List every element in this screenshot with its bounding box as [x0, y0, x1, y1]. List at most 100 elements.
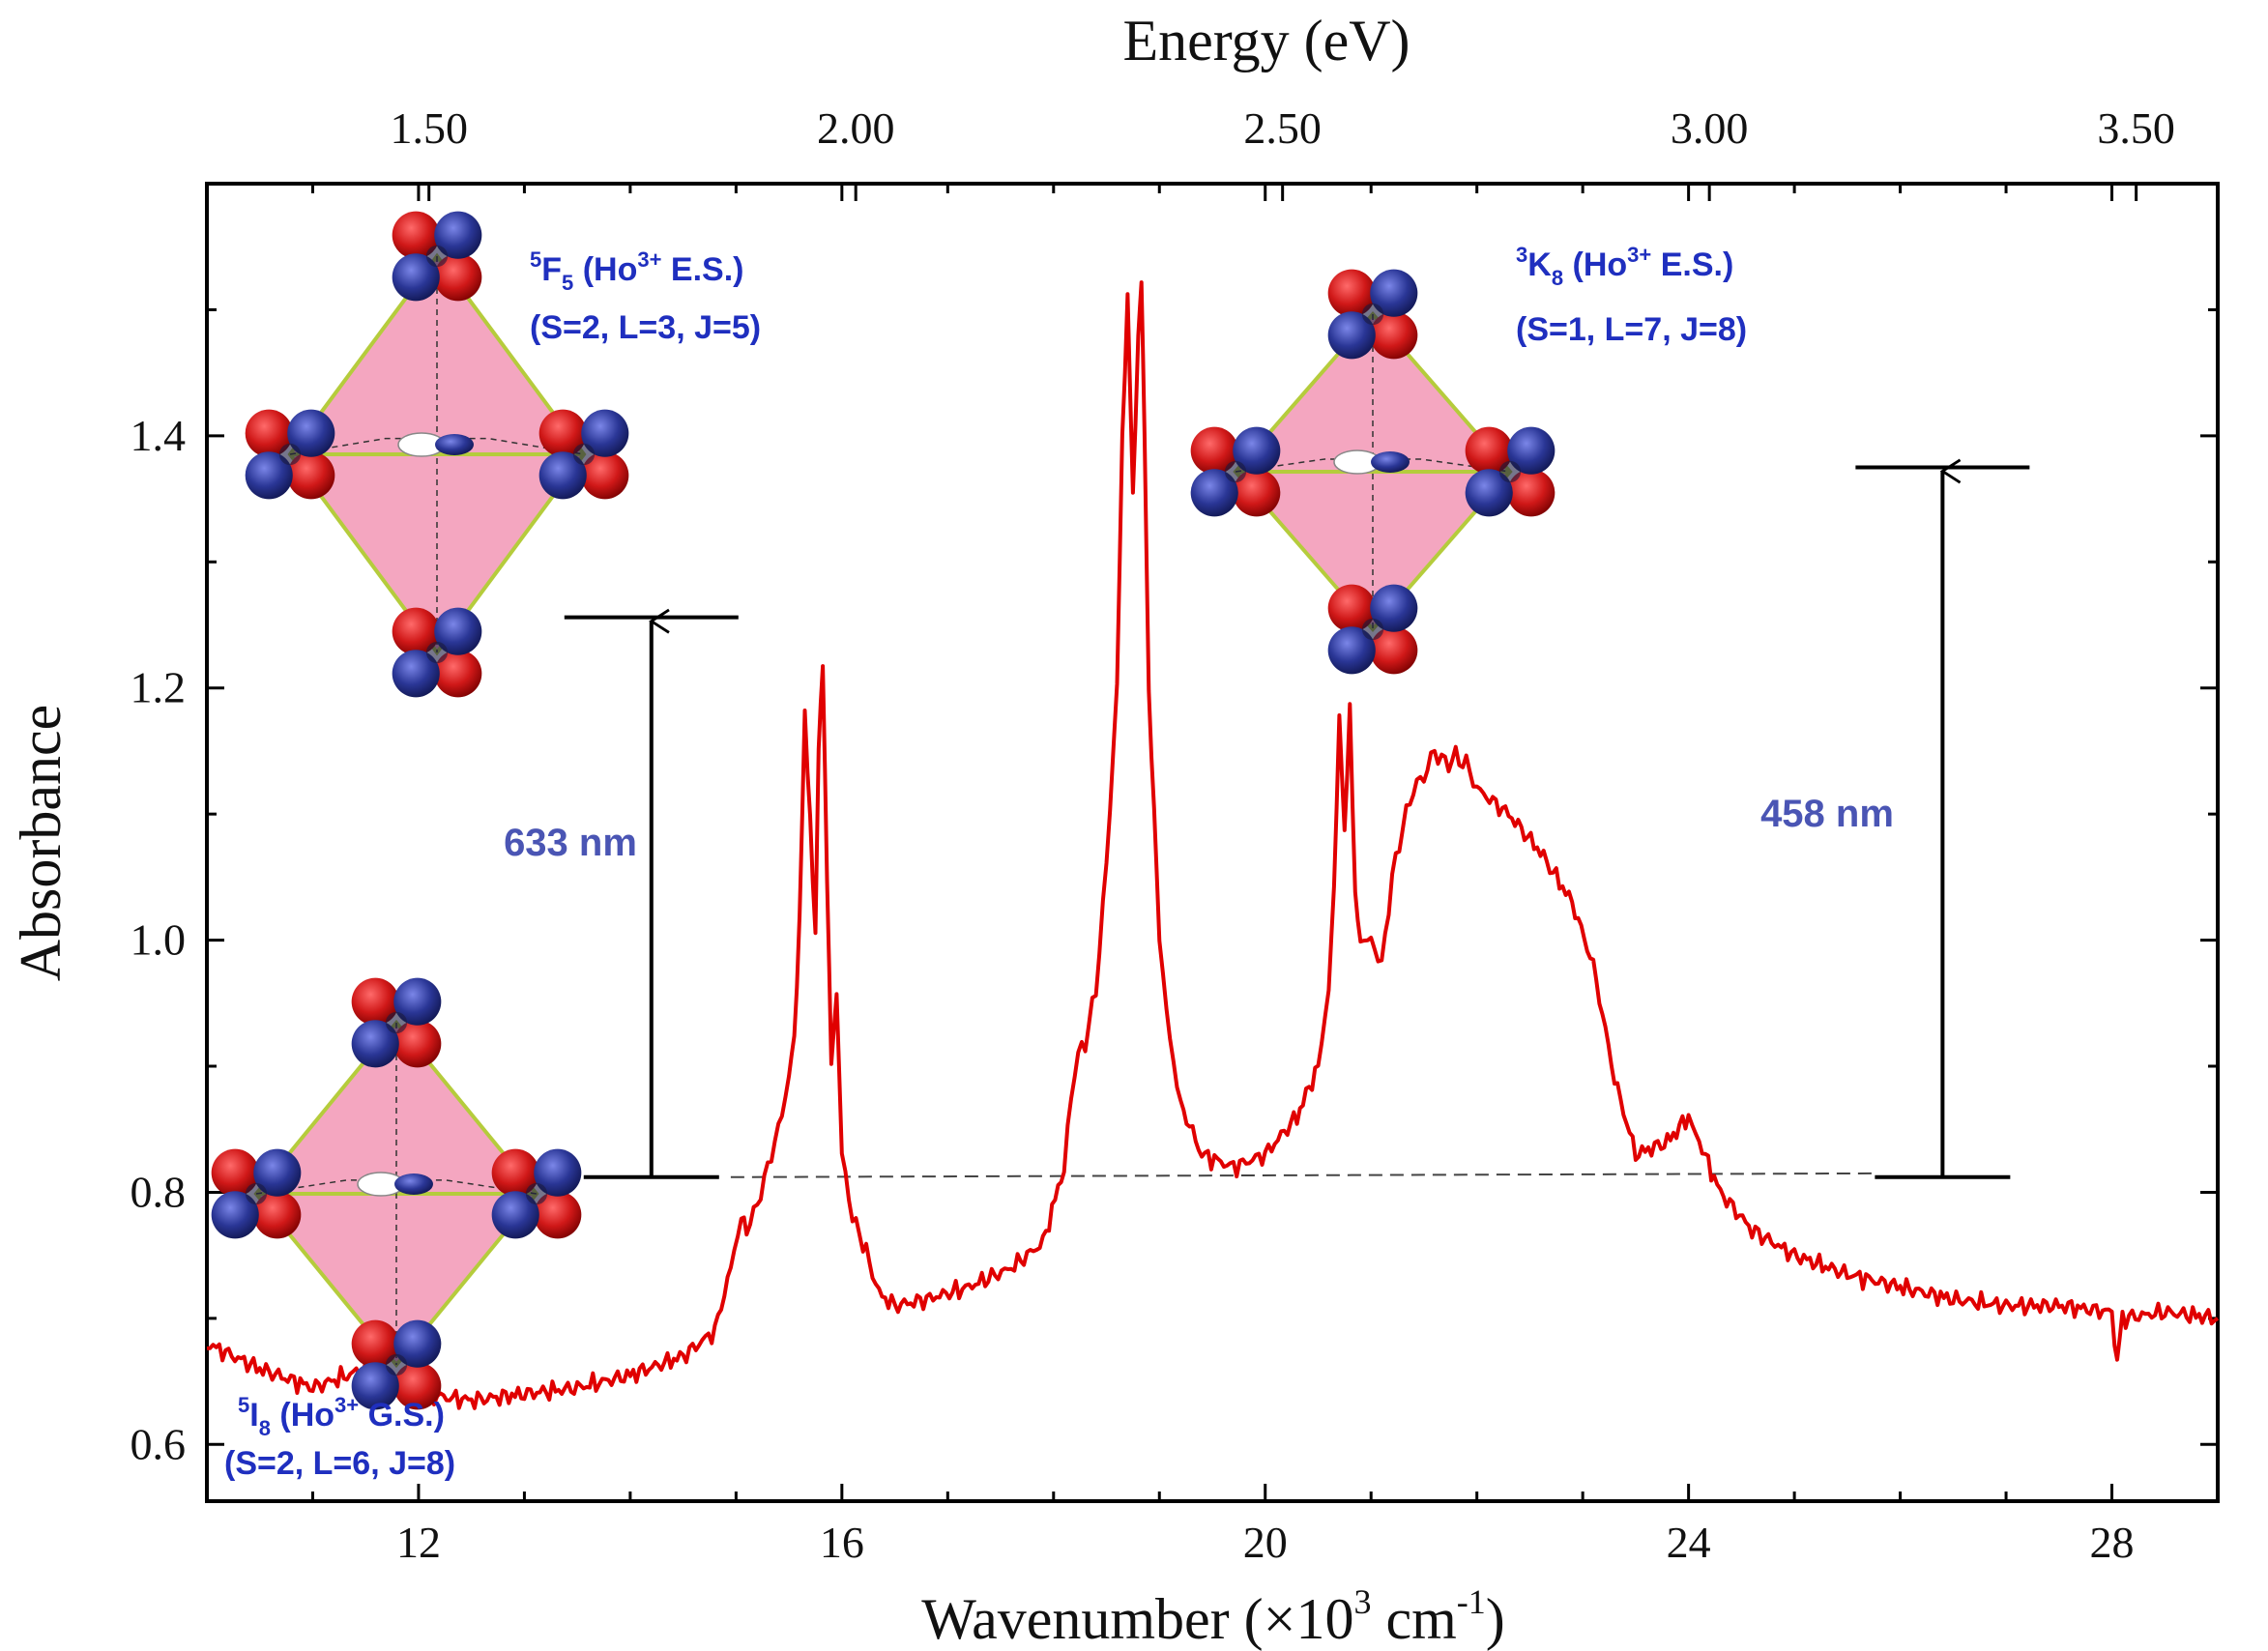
- top-axis-title: Energy (eV): [1122, 9, 1410, 72]
- orbital-lobe: [1327, 626, 1376, 675]
- orbital-lobe: [287, 451, 335, 500]
- orbital-lobe: [351, 1362, 399, 1410]
- orbital-lobe: [351, 977, 399, 1026]
- orbital-lobe: [434, 650, 482, 698]
- plot-frame: [205, 182, 2220, 1503]
- top-tick-label: 2.00: [817, 103, 895, 153]
- top-tick-label: 1.50: [390, 103, 468, 153]
- top-tick-label: 2.50: [1243, 103, 1322, 153]
- orbital-lobe: [393, 1020, 442, 1068]
- orbital-lobe: [211, 1148, 259, 1197]
- y-axis-title: Absorbance: [9, 705, 73, 982]
- orbital-lobe: [351, 1319, 399, 1368]
- y-tick-label: 0.8: [131, 1167, 187, 1216]
- x-axis-ticks: 12 16 20 24 28: [205, 184, 2220, 1567]
- central-orbital-lobe: [1371, 451, 1410, 473]
- orbital-lobe: [434, 253, 482, 302]
- orbital-lobe: [434, 211, 482, 259]
- x-tick-label: 24: [1667, 1518, 1711, 1567]
- orbital-lobe: [392, 607, 440, 655]
- top-tick-label: 3.50: [2097, 103, 2175, 153]
- orbital-lobe: [1233, 469, 1281, 517]
- arrow-label-458nm: 458 nm: [1760, 793, 1894, 835]
- orbital-lobe: [534, 1191, 582, 1239]
- ho-5f5-octahedron-diagram: [245, 211, 629, 698]
- absorbance-line: [206, 280, 2220, 1410]
- orbital-lobe: [581, 409, 629, 457]
- orbital-lobe: [245, 409, 293, 457]
- orbital-lobe: [393, 1319, 442, 1368]
- octahedron-back-edge: [1235, 458, 1511, 473]
- orbital-center: [1361, 618, 1384, 641]
- ho-5i8-octahedron-diagram: [211, 977, 582, 1410]
- orbital-lobe: [491, 1148, 539, 1197]
- orbital-center: [1224, 460, 1247, 483]
- orbital-lobe: [351, 1020, 399, 1068]
- orbital-lobe: [1327, 311, 1376, 360]
- orbital-lobe: [1465, 426, 1513, 475]
- x-tick-label: 20: [1243, 1518, 1288, 1567]
- qn-5i8: (S=2, L=6, J=8): [224, 1445, 455, 1482]
- orbital-lobe: [1507, 469, 1556, 517]
- qn-5f5: (S=2, L=3, J=5): [530, 309, 761, 346]
- octahedron-back-edge: [289, 437, 585, 455]
- y-axis-ticks: 0.6 0.8 1.0 1.2 1.4: [131, 307, 2218, 1468]
- orbital-lobe: [538, 409, 587, 457]
- orbital-lobe: [1327, 584, 1376, 632]
- orbital-lobe: [1370, 311, 1418, 360]
- ho-3k8-octahedron-diagram: [1190, 269, 1556, 675]
- orbital-center: [278, 443, 302, 466]
- orbital-lobe: [1370, 626, 1418, 675]
- y-tick-label: 1.2: [131, 663, 187, 712]
- orbital-lobe: [253, 1191, 302, 1239]
- qn-3k8: (S=1, L=7, J=8): [1516, 311, 1747, 348]
- arrow-label-633nm: 633 nm: [504, 822, 637, 864]
- series-group: [206, 280, 2220, 1410]
- orbital-center: [245, 1182, 268, 1205]
- orbital-lobe: [393, 977, 442, 1026]
- orbital-lobe: [1233, 426, 1281, 475]
- central-orbital-lobe: [394, 1173, 433, 1195]
- orbital-lobe: [245, 451, 293, 500]
- orbital-lobe: [491, 1191, 539, 1239]
- orbital-lobe: [392, 253, 440, 302]
- orbital-center: [385, 1011, 408, 1034]
- orbital-center: [525, 1182, 548, 1205]
- orbital-center: [572, 443, 596, 466]
- orbital-center: [425, 245, 449, 268]
- orbital-center: [425, 641, 449, 664]
- y-tick-label: 1.0: [131, 915, 187, 965]
- orbital-lobe: [211, 1191, 259, 1239]
- orbital-lobe: [1327, 269, 1376, 317]
- x-tick-label: 16: [820, 1518, 864, 1567]
- central-orbital-lobe: [435, 434, 474, 455]
- orbital-lobe: [1190, 426, 1238, 475]
- orbital-lobe: [538, 451, 587, 500]
- y-tick-label: 1.4: [131, 411, 187, 460]
- top-axis-ticks: 1.50 2.00 2.50 3.00 3.50: [390, 103, 2175, 201]
- orbital-lobe: [253, 1148, 302, 1197]
- orbital-lobe: [534, 1148, 582, 1197]
- orbital-lobe: [392, 211, 440, 259]
- orbital-lobe: [1465, 469, 1513, 517]
- orbital-lobe: [1370, 584, 1418, 632]
- x-tick-label: 12: [396, 1518, 441, 1567]
- orbital-center: [385, 1353, 408, 1376]
- term-3k8: 3K8 (Ho3+ E.S.): [1516, 243, 1733, 290]
- orbital-lobe: [392, 650, 440, 698]
- orbital-lobe: [434, 607, 482, 655]
- orbital-lobe: [1507, 426, 1556, 475]
- x-tick-label: 28: [2090, 1518, 2135, 1567]
- y-tick-label: 0.6: [131, 1419, 187, 1468]
- orbital-lobe: [393, 1362, 442, 1410]
- orbital-lobe: [1190, 469, 1238, 517]
- baseline-dashed: [730, 1172, 1879, 1178]
- orbital-lobe: [287, 409, 335, 457]
- orbital-center: [1498, 460, 1522, 483]
- x-axis-title: Wavenumber (×103 cm-1): [921, 1582, 1504, 1651]
- orbital-lobe: [1370, 269, 1418, 317]
- term-5f5: 5F5 (Ho3+ E.S.): [530, 247, 744, 295]
- arrow-633nm: [564, 618, 739, 1179]
- arrow-458nm: [1855, 467, 2030, 1179]
- top-tick-label: 3.00: [1671, 103, 1749, 153]
